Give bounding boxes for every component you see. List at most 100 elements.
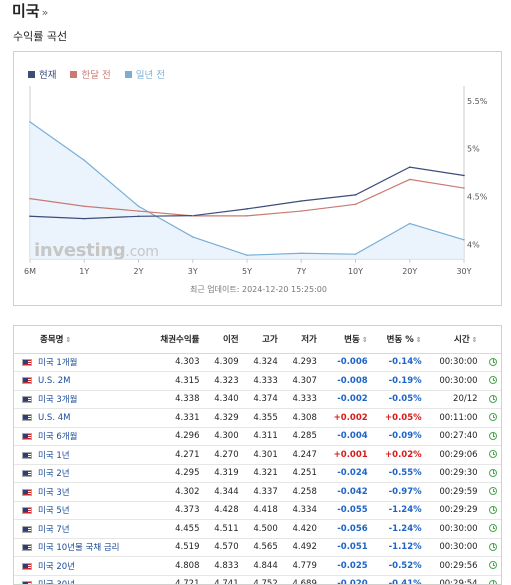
row-time: 00:30:00	[425, 538, 482, 557]
table-row[interactable]: 미국 3년 4.302 4.344 4.337 4.258 -0.042 -0.97% 00:…	[14, 482, 501, 502]
row-change: +0.001	[320, 445, 372, 465]
clock-icon	[489, 450, 497, 459]
row-name-cell[interactable]: U.S. 4M	[14, 408, 147, 428]
row-high: 4.337	[242, 482, 282, 502]
row-prev: 4.570	[203, 538, 243, 557]
row-status	[481, 371, 501, 391]
column-header-time[interactable]: 시간 ⇕	[425, 326, 482, 354]
bond-link[interactable]: 미국 30년	[38, 580, 75, 584]
row-status	[481, 482, 501, 502]
table-row[interactable]: 미국 2년 4.295 4.319 4.321 4.251 -0.024 -0.55% 00:…	[14, 464, 501, 483]
row-status	[481, 445, 501, 465]
x-tick-label: 2Y	[134, 267, 144, 276]
row-prev: 4.833	[203, 556, 243, 576]
data-point	[408, 222, 411, 225]
row-name-cell[interactable]: 미국 3년	[14, 482, 147, 502]
bond-link[interactable]: 미국 5년	[38, 506, 70, 517]
bond-link[interactable]: 미국 1년	[38, 450, 70, 461]
data-point	[83, 205, 86, 208]
row-status	[481, 538, 501, 557]
row-name-cell[interactable]: 미국 10년물 국채 금리	[14, 538, 147, 557]
row-time: 00:30:00	[425, 353, 482, 372]
table-body: 미국 1개월 4.303 4.309 4.324 4.293 -0.006 -0.14% 00…	[14, 353, 501, 584]
row-yield: 4.373	[146, 501, 204, 520]
investing-logo: investing.com	[34, 240, 159, 261]
table-row[interactable]: 미국 7년 4.455 4.511 4.500 4.420 -0.056 -1.24% 00:…	[14, 519, 501, 539]
column-header-name[interactable]: 종목명 ⇕	[14, 326, 147, 354]
x-tick-label: 1Y	[79, 267, 89, 276]
column-header-yield[interactable]: 채권수익률	[146, 326, 204, 354]
table-row[interactable]: 미국 1개월 4.303 4.309 4.324 4.293 -0.006 -0.14% 00…	[14, 353, 501, 372]
row-name-cell[interactable]: 미국 30년	[14, 575, 147, 584]
table-row[interactable]: 미국 1년 4.271 4.270 4.301 4.247 +0.001 +0.02% 00:…	[14, 445, 501, 465]
bond-link[interactable]: 미국 2년	[38, 469, 70, 480]
data-point	[354, 194, 357, 196]
row-change: -0.006	[320, 353, 372, 372]
row-name-cell[interactable]: U.S. 2M	[14, 371, 147, 391]
row-prev: 4.340	[203, 390, 243, 409]
column-header-prev[interactable]: 이전	[203, 326, 243, 354]
data-point	[463, 187, 465, 189]
bond-link[interactable]: 미국 1개월	[38, 358, 78, 369]
column-header-high[interactable]: 고가	[242, 326, 282, 354]
table-row[interactable]: U.S. 4M 4.331 4.329 4.355 4.308 +0.002 +0.05% 0…	[14, 408, 501, 428]
row-name-cell[interactable]: 미국 5년	[14, 501, 147, 520]
legend-item-current[interactable]: 현재	[28, 67, 56, 81]
row-high: 4.324	[242, 353, 282, 372]
row-change: -0.051	[320, 538, 372, 557]
bond-link[interactable]: 미국 20년	[38, 561, 75, 572]
table-row[interactable]: 미국 3개월 4.338 4.340 4.374 4.333 -0.002 -0.05% 20…	[14, 390, 501, 409]
row-name-cell[interactable]: 미국 6개월	[14, 427, 147, 446]
clock-icon	[489, 431, 497, 440]
x-tick-label: 30Y	[456, 267, 471, 276]
column-header-change-pct[interactable]: 변동 % ⇕	[371, 326, 426, 354]
table-row[interactable]: 미국 30년 4.7214.7414.7524.689-0.020-0.41%00…	[14, 575, 501, 584]
data-point	[246, 208, 248, 210]
row-time: 00:29:06	[425, 445, 482, 465]
table-row[interactable]: 미국 20년 4.808 4.833 4.844 4.779 -0.025 -0.52% 00…	[14, 556, 501, 576]
chart-updated-time: 최근 업데이트: 2024-12-20 15:25:00	[190, 285, 327, 294]
clock-icon	[489, 561, 497, 570]
row-name-cell[interactable]: 미국 1년	[14, 445, 147, 465]
chart-plot: 5.5% 5% 4.5% 4% 6M 1Y 2Y 3Y 5Y 7Y 10Y 20Y 30Y	[24, 86, 488, 276]
bond-link[interactable]: 미국 7년	[38, 524, 70, 535]
bond-link[interactable]: U.S. 2M	[38, 375, 71, 386]
row-name-cell[interactable]: 미국 7년	[14, 519, 147, 539]
breadcrumb-arrow-icon[interactable]: »	[41, 6, 49, 19]
row-change-pct: +0.02%	[371, 445, 426, 465]
data-point	[137, 210, 140, 212]
column-header-change[interactable]: 변동 ⇕	[320, 326, 372, 354]
row-prev: 4.329	[203, 408, 243, 428]
row-change: -0.024	[320, 464, 372, 483]
legend-item-month-ago[interactable]: 한달 전	[70, 67, 111, 81]
row-name-cell[interactable]: 미국 20년	[14, 556, 147, 576]
table-row[interactable]: 미국 10년물 국채 금리 4.519 4.570 4.565 4.492 -0.051-…	[14, 538, 501, 557]
us-flag-icon	[22, 525, 32, 533]
row-yield: 4.271	[146, 445, 204, 465]
row-time: 00:29:30	[425, 464, 482, 483]
clock-icon	[489, 505, 497, 514]
bond-link[interactable]: 미국 3개월	[38, 395, 78, 406]
bond-link[interactable]: 미국 3년	[38, 487, 70, 498]
data-point	[408, 178, 411, 181]
bond-link[interactable]: 미국 6개월	[38, 432, 78, 443]
column-header-low[interactable]: 저가	[281, 326, 321, 354]
legend-item-year-ago[interactable]: 일년 전	[124, 67, 165, 81]
table-row[interactable]: U.S. 2M 4.315 4.323 4.333 4.307 -0.008 -0.19% 0…	[14, 371, 501, 391]
row-change-pct: -0.97%	[371, 482, 426, 502]
bond-link[interactable]: U.S. 4M	[38, 412, 71, 423]
bond-link[interactable]: 미국 10년물 국채 금리	[38, 543, 120, 554]
row-high: 4.333	[242, 371, 282, 391]
data-point	[300, 210, 303, 212]
sort-icon: ⇕	[415, 336, 422, 345]
row-time: 00:29:29	[425, 501, 482, 520]
table-row[interactable]: 미국 6개월 4.296 4.300 4.311 4.285 -0.004 -0.09% 00…	[14, 427, 501, 446]
table-row[interactable]: 미국 5년 4.373 4.428 4.418 4.334 -0.055 -1.24% 00:…	[14, 501, 501, 520]
row-high: 4.418	[242, 501, 282, 520]
row-name-cell[interactable]: 미국 2년	[14, 464, 147, 483]
row-name-cell[interactable]: 미국 3개월	[14, 390, 147, 409]
row-yield: 4.296	[146, 427, 204, 446]
chart-legend: 현재 한달 전 일년 전	[28, 67, 165, 81]
row-name-cell[interactable]: 미국 1개월	[14, 353, 147, 372]
row-prev: 4.300	[203, 427, 243, 446]
